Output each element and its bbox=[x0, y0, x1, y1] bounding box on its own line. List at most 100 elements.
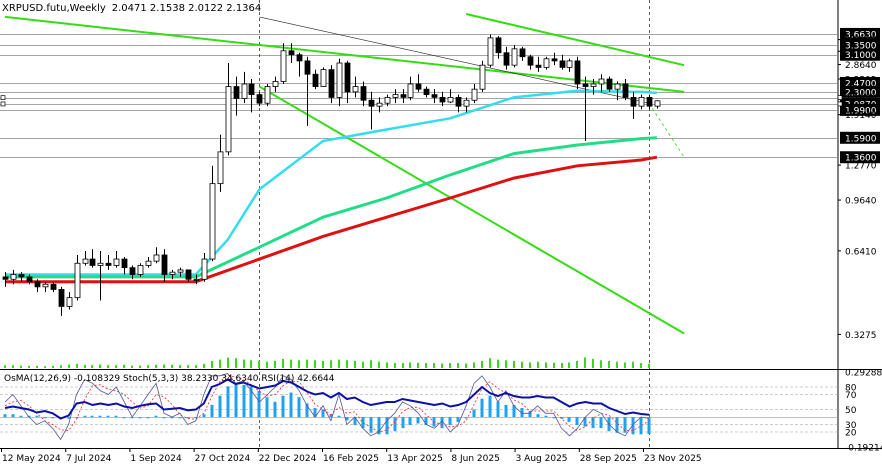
osma-bar bbox=[154, 415, 158, 418]
indicator-tick-label: 80 bbox=[845, 384, 857, 394]
candle-body bbox=[336, 62, 343, 98]
volume-bar bbox=[561, 363, 563, 368]
candle-body bbox=[622, 83, 629, 98]
osma-bar bbox=[583, 417, 587, 427]
osma-bar bbox=[114, 415, 118, 418]
osma-bar bbox=[345, 417, 349, 421]
time-tick-label: 23 Nov 2025 bbox=[644, 454, 702, 464]
volume-bar bbox=[433, 363, 435, 368]
volume-bar bbox=[553, 362, 555, 368]
volume-bar bbox=[52, 365, 54, 368]
osma-bar bbox=[138, 417, 142, 419]
stoch-signal-line bbox=[4, 374, 650, 433]
price-marker bbox=[0, 101, 6, 107]
osma-bar bbox=[51, 417, 55, 419]
volume-bar bbox=[378, 361, 380, 368]
osma-bar bbox=[218, 395, 222, 418]
candle-body bbox=[511, 48, 518, 66]
osma-bar bbox=[202, 414, 206, 418]
candle-body bbox=[630, 96, 637, 107]
volume-bar bbox=[640, 363, 642, 368]
time-tick-label: 7 Jul 2024 bbox=[66, 454, 111, 464]
candle-body bbox=[66, 297, 73, 307]
volume-bar bbox=[187, 365, 189, 368]
osma-bar bbox=[424, 417, 428, 426]
candle-body bbox=[185, 269, 192, 280]
candle-body bbox=[312, 73, 319, 87]
time-axis: 12 May 2024 7 Jul 2024 1 Sep 2024 27 Oct 20… bbox=[1, 448, 702, 464]
volume-bar bbox=[44, 366, 46, 368]
osma-bar bbox=[488, 395, 492, 418]
price-tick-label: 2.8640 bbox=[845, 61, 877, 71]
volume-bar bbox=[473, 362, 475, 368]
volume-bar bbox=[219, 359, 221, 368]
osma-bar bbox=[552, 417, 556, 419]
osma-bar bbox=[162, 417, 166, 419]
volume-bar bbox=[4, 365, 6, 368]
osma-bar bbox=[353, 417, 357, 426]
price-tick-label: 3.6630 bbox=[845, 30, 877, 40]
time-tick-label: 28 Sep 2025 bbox=[580, 454, 637, 464]
candle-body bbox=[519, 48, 526, 58]
candle-body bbox=[376, 102, 383, 107]
osma-bar bbox=[440, 417, 444, 429]
stoch-main-line bbox=[4, 373, 650, 441]
candle-body bbox=[590, 83, 597, 87]
osma-bar bbox=[329, 414, 333, 418]
osma-bar bbox=[504, 404, 508, 418]
price-pane[interactable]: 3.66303.50053.35003.18703.10002.86402.55… bbox=[0, 0, 882, 449]
osma-bar bbox=[401, 417, 405, 429]
candle-body bbox=[169, 271, 176, 275]
osma-bar bbox=[591, 417, 595, 429]
osma-bar bbox=[369, 417, 373, 433]
volume-bar bbox=[203, 363, 205, 368]
osma-bar bbox=[361, 417, 365, 429]
volume-bar bbox=[131, 365, 133, 368]
candle-body bbox=[415, 83, 422, 90]
osma-bar bbox=[210, 404, 214, 418]
candle-body bbox=[360, 86, 367, 101]
volume-bar bbox=[235, 358, 237, 368]
candle-body bbox=[304, 60, 311, 75]
candle-body bbox=[145, 260, 152, 266]
candle-body bbox=[471, 88, 478, 101]
osma-bar bbox=[242, 384, 246, 418]
volume-bar bbox=[28, 365, 30, 368]
osma-bar bbox=[3, 414, 7, 418]
level-label-box bbox=[840, 103, 880, 116]
candle-body bbox=[2, 276, 9, 280]
volume-bar bbox=[394, 363, 396, 368]
volume-bar bbox=[139, 365, 141, 368]
volume-bar bbox=[298, 360, 300, 368]
volume-bar bbox=[529, 362, 531, 368]
volume-bar bbox=[84, 364, 86, 368]
moving-average-ma_fast bbox=[5, 89, 657, 276]
osma-bar bbox=[281, 395, 285, 418]
candle-body bbox=[447, 96, 454, 103]
candle-body bbox=[201, 258, 208, 280]
osma-bar bbox=[194, 417, 198, 419]
volume-bar bbox=[417, 362, 419, 368]
volume-bar bbox=[600, 360, 602, 368]
volume-bar bbox=[545, 362, 547, 368]
osma-bar bbox=[226, 386, 230, 418]
volume-bar bbox=[409, 362, 411, 368]
candle-body bbox=[58, 289, 65, 307]
time-tick-label: 16 Feb 2025 bbox=[323, 454, 379, 464]
level-label-box bbox=[840, 39, 880, 52]
price-tick-label: 3.1000 bbox=[845, 51, 877, 61]
volume-bar bbox=[243, 359, 245, 368]
level-label-box bbox=[840, 48, 880, 61]
level-label-box bbox=[840, 131, 880, 144]
volume-bar bbox=[616, 361, 618, 368]
volume-bar bbox=[227, 357, 229, 368]
volume-bar bbox=[608, 361, 610, 368]
volume-bar bbox=[330, 360, 332, 368]
osma-bar bbox=[249, 386, 253, 418]
candle-body bbox=[264, 86, 271, 104]
candle-body bbox=[82, 258, 89, 264]
volume-bar bbox=[68, 364, 70, 368]
candle-body bbox=[543, 58, 550, 68]
